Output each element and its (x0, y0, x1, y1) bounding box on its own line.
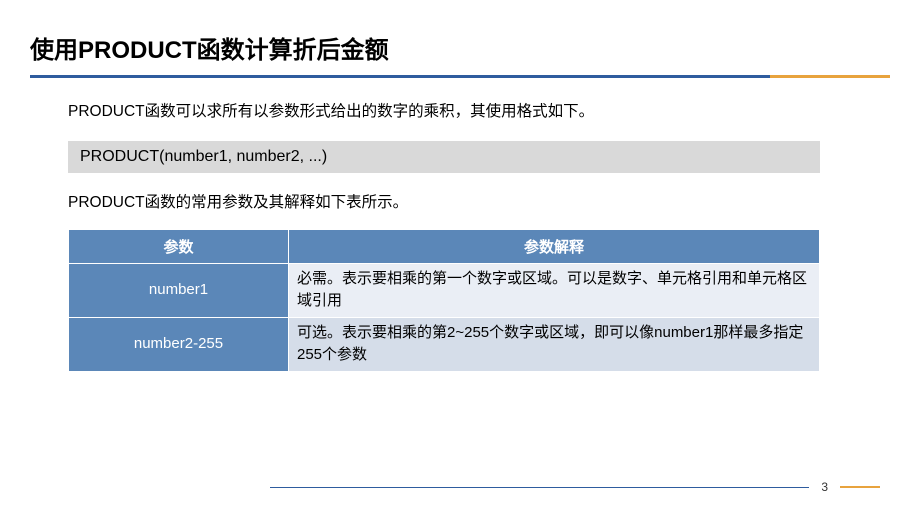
param-name-cell: number1 (69, 263, 289, 317)
page-number: 3 (809, 480, 840, 494)
slide-container: 使用PRODUCT函数计算折后金额 PRODUCT函数可以求所有以参数形式给出的… (0, 0, 920, 518)
footer-orange-segment (840, 486, 880, 488)
table-intro-text: PRODUCT函数的常用参数及其解释如下表所示。 (68, 191, 820, 214)
slide-title: 使用PRODUCT函数计算折后金额 (30, 30, 890, 65)
table-row: number2-255 可选。表示要相乘的第2~255个数字或区域，即可以像nu… (69, 317, 820, 371)
underline-orange-segment (770, 75, 890, 78)
table-header-param: 参数 (69, 229, 289, 263)
param-desc-cell: 可选。表示要相乘的第2~255个数字或区域，即可以像number1那样最多指定2… (289, 317, 820, 371)
param-name-cell: number2-255 (69, 317, 289, 371)
footer-blue-segment (270, 487, 809, 488)
table-row: number1 必需。表示要相乘的第一个数字或区域。可以是数字、单元格引用和单元… (69, 263, 820, 317)
footer-line: 3 (270, 480, 880, 494)
param-desc-cell: 必需。表示要相乘的第一个数字或区域。可以是数字、单元格引用和单元格区域引用 (289, 263, 820, 317)
table-header-row: 参数 参数解释 (69, 229, 820, 263)
title-underline (30, 75, 890, 78)
table-header-desc: 参数解释 (289, 229, 820, 263)
code-signature-box: PRODUCT(number1, number2, ...) (68, 141, 820, 173)
parameter-table: 参数 参数解释 number1 必需。表示要相乘的第一个数字或区域。可以是数字、… (68, 229, 820, 372)
content-area: PRODUCT函数可以求所有以参数形式给出的数字的乘积，其使用格式如下。 PRO… (30, 100, 890, 372)
intro-text: PRODUCT函数可以求所有以参数形式给出的数字的乘积，其使用格式如下。 (68, 100, 820, 123)
underline-blue-segment (30, 75, 770, 78)
